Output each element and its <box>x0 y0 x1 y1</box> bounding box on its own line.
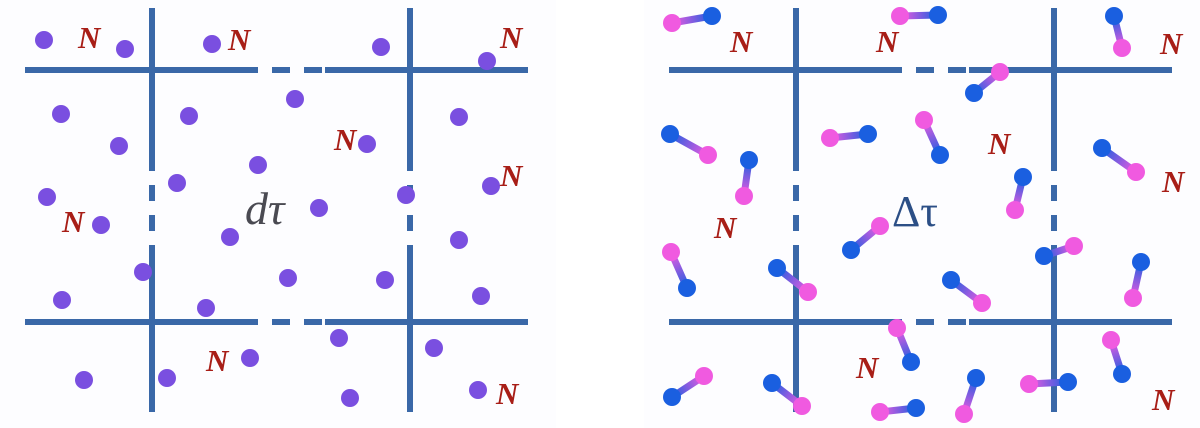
particle-count-label-n: N <box>499 20 524 55</box>
monatomic-grid-and-particles: N N N N N N N N <box>25 8 528 412</box>
gas-molecule-particle <box>915 111 949 164</box>
gas-atom-particle <box>330 329 348 347</box>
gas-atom-particle <box>53 291 71 309</box>
particle-count-label-n: N <box>875 24 900 59</box>
gas-atom-particle <box>35 31 53 49</box>
gas-atom-particle <box>482 177 500 195</box>
gas-molecule-particle <box>842 217 889 259</box>
gas-atom-particle <box>158 369 176 387</box>
particle-count-label-n: N <box>205 343 230 378</box>
gas-atom-particle <box>134 263 152 281</box>
gas-atom-particle <box>249 156 267 174</box>
gas-molecule-particle <box>1020 373 1077 393</box>
gas-atom-particle <box>358 135 376 153</box>
gas-molecule-particle <box>1102 331 1131 383</box>
volume-element-label-dtau: dτ <box>245 183 285 234</box>
gas-atom-particle <box>286 90 304 108</box>
gas-atom-particle <box>450 231 468 249</box>
gas-molecule-particle <box>663 367 713 406</box>
gas-molecule-particle <box>821 125 877 147</box>
particle-count-label-n: N <box>987 126 1012 161</box>
gas-molecule-particle <box>891 6 947 25</box>
gas-atom-particle <box>75 371 93 389</box>
particle-count-label-n: N <box>855 350 880 385</box>
monatomic-panel-canvas: N N N N N N N N <box>0 0 556 428</box>
gas-atom-particle <box>52 105 70 123</box>
particle-count-label-n: N <box>499 158 524 193</box>
gas-molecule-particle <box>871 399 925 421</box>
particle-count-label-n: N <box>495 376 520 411</box>
gas-molecule-particle <box>735 151 758 205</box>
gas-molecule-particle <box>661 125 717 164</box>
particle-count-label-n: N <box>61 204 86 239</box>
particle-count-label-n: N <box>713 210 738 245</box>
gas-atom-particle <box>241 349 259 367</box>
gas-molecule-particle <box>1124 253 1150 307</box>
particle-count-label-n: N <box>333 122 358 157</box>
gas-molecule-particle <box>1105 7 1131 57</box>
gas-molecule-particle <box>942 271 991 312</box>
gas-molecule-particle <box>888 319 920 371</box>
gas-atom-particle <box>116 40 134 58</box>
particle-count-label-n: N <box>729 24 754 59</box>
diatomic-panel-canvas: N N N N N N N N <box>644 0 1200 428</box>
diatomic-gas-panel: N N N N N N N N Δτ <box>644 0 1200 428</box>
particle-count-label-n: N <box>227 22 252 57</box>
gas-molecule-particle <box>1093 139 1145 181</box>
gas-atom-particle <box>180 107 198 125</box>
particle-count-label-n: N <box>1159 26 1184 61</box>
gas-molecule-particle <box>662 243 696 297</box>
gas-atom-particle <box>450 108 468 126</box>
diatomic-grid-and-molecules: N N N N N N N N <box>661 6 1186 423</box>
gas-molecule-particle <box>1006 168 1032 219</box>
gas-molecule-particle <box>763 374 811 415</box>
gas-atom-particle <box>203 35 221 53</box>
gas-atom-particle <box>279 269 297 287</box>
gas-atom-particle <box>472 287 490 305</box>
gas-atom-particle <box>372 38 390 56</box>
particle-count-label-n: N <box>77 20 102 55</box>
gas-molecule-particle <box>663 7 721 32</box>
particle-count-label-n: N <box>1151 382 1176 417</box>
gas-atom-particle <box>478 52 496 70</box>
gas-atom-particle <box>221 228 239 246</box>
gas-atom-particle <box>38 188 56 206</box>
gas-molecule-particle <box>768 259 817 301</box>
gas-atom-particle <box>110 137 128 155</box>
gas-atom-particle <box>92 216 110 234</box>
gas-molecule-particle <box>1035 237 1083 265</box>
gas-atom-particle <box>425 339 443 357</box>
volume-element-label-delta-tau: Δτ <box>892 187 938 236</box>
gas-atom-particle <box>168 174 186 192</box>
gas-atom-particle <box>197 299 215 317</box>
monatomic-gas-panel: N N N N N N N N dτ <box>0 0 556 428</box>
gas-molecule-particle <box>965 63 1009 102</box>
gas-atom-particle <box>376 271 394 289</box>
gas-atom-particle <box>341 389 359 407</box>
gas-atom-particle <box>397 186 415 204</box>
gas-atom-particle <box>310 199 328 217</box>
gas-atom-particle <box>469 381 487 399</box>
particle-count-label-n: N <box>1161 164 1186 199</box>
gas-molecule-particle <box>955 369 985 423</box>
